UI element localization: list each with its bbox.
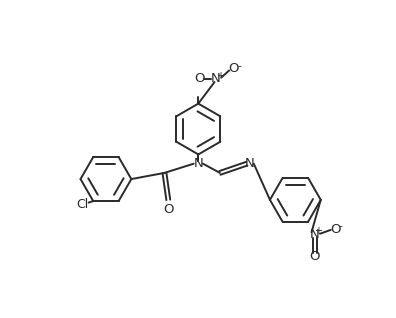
Text: O: O <box>228 62 239 75</box>
Text: Cl: Cl <box>76 198 89 211</box>
Text: N: N <box>211 73 221 86</box>
Text: N: N <box>310 228 320 241</box>
Text: -: - <box>339 221 343 231</box>
Text: -: - <box>237 61 241 71</box>
Text: O: O <box>309 250 320 263</box>
Text: +: + <box>314 226 322 236</box>
Text: O: O <box>163 203 173 216</box>
Text: N: N <box>194 157 203 170</box>
Text: +: + <box>216 71 224 81</box>
Text: N: N <box>244 157 254 170</box>
Text: O: O <box>330 223 341 236</box>
Text: O: O <box>194 73 204 86</box>
